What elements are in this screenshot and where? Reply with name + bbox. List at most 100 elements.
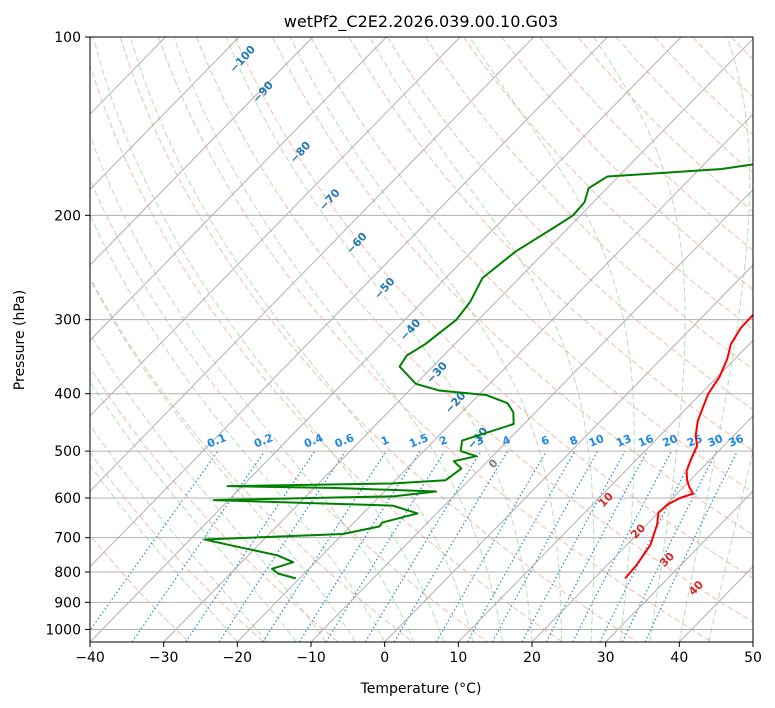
moist-adiabat-line (90, 278, 356, 642)
moist-adiabat-line (225, 37, 533, 642)
isotherm-line (90, 37, 461, 417)
x-tick-label: 50 (744, 650, 762, 666)
isotherm-line (236, 113, 753, 642)
mixing-ratio-line (621, 450, 718, 642)
plot-frame (89, 36, 754, 643)
mixing-ratio-line (466, 450, 576, 642)
moist-adiabat-line (129, 37, 474, 642)
mixing-ratio-line (521, 450, 626, 642)
y-tick-label: 200 (54, 208, 81, 224)
dry-adiabats (90, 37, 753, 642)
x-tick-label: 20 (523, 650, 541, 666)
x-axis-label: Temperature (°C) (360, 681, 482, 697)
dry-adiabat-line (463, 37, 753, 330)
mixing-ratio-label: 2 (438, 433, 450, 448)
isotherm-line (90, 37, 682, 642)
moist-adiabat-line (90, 464, 238, 642)
y-axis-ticks: 100 200 300 400 500 600 700 800 900 1000 (45, 30, 90, 638)
isotherm-line (90, 37, 387, 342)
isotherm-line (90, 37, 314, 266)
x-tick-label: 40 (670, 650, 688, 666)
mixing-ratio-label: 36 (727, 432, 746, 450)
dry-adiabat-line (90, 534, 190, 642)
mixing-ratio-label: 3 (474, 433, 486, 448)
y-tick-label: 900 (54, 595, 81, 611)
dry-adiabat-line (196, 37, 753, 623)
mixing-ratio-label: 1 (379, 433, 391, 448)
y-tick-label: 100 (54, 30, 81, 46)
y-tick-label: 400 (54, 387, 81, 403)
chart-title: wetPf2_C2E2.2026.039.00.10.G03 (284, 12, 558, 32)
moist-adiabat-line (369, 37, 595, 642)
dry-adiabat-line (425, 37, 753, 370)
mixing-ratio-label: 10 (587, 432, 606, 450)
y-tick-label: 300 (54, 313, 81, 329)
mixing-ratio-label: 13 (614, 432, 633, 450)
isotherm-line (457, 339, 753, 642)
moist-adiabat-line (289, 37, 562, 642)
moist-adiabats (90, 37, 753, 642)
moist-adiabat-line (90, 332, 327, 642)
x-tick-label: −20 (223, 650, 253, 666)
y-tick-label: 700 (54, 531, 81, 547)
mixing-ratio-line (262, 450, 387, 642)
moist-adiabat-line (90, 380, 297, 642)
dry-adiabat-line (577, 37, 753, 213)
dry-adiabat-line (234, 37, 753, 579)
x-tick-label: −30 (149, 650, 179, 666)
isotherm-line (90, 37, 240, 191)
y-tick-label: 600 (54, 491, 81, 507)
isotherm-line (605, 490, 753, 642)
x-axis-ticks: −40 −30 −20 −10 0 10 20 30 40 50 (75, 642, 762, 666)
isotherm-line (531, 415, 753, 642)
pressure-gridlines (90, 37, 753, 630)
moist-adiabat-line (469, 37, 635, 642)
sounding-series (203, 163, 753, 580)
isotherm-line (90, 37, 535, 492)
x-tick-label: 0 (380, 650, 389, 666)
dry-adiabat-line (119, 37, 638, 642)
mixing-ratio-line (131, 450, 266, 642)
mixing-ratio-line (298, 450, 421, 642)
x-tick-label: −40 (75, 650, 105, 666)
dry-adiabat-line (501, 37, 753, 291)
mixing-ratio-line (218, 450, 347, 642)
y-tick-label: 800 (54, 565, 81, 581)
moist-adiabat-line (678, 37, 751, 642)
dry-adiabat-line (90, 178, 488, 642)
dewpoint-profile-line (203, 163, 753, 580)
isotherm-line (310, 188, 753, 642)
dry-adiabat-line (157, 37, 712, 642)
moist-adiabat-line (173, 37, 504, 642)
dry-adiabat-line (90, 366, 339, 642)
y-tick-label: 1000 (45, 622, 81, 638)
mixing-ratio-label: 8 (568, 433, 580, 448)
mixing-ratio-label: 20 (661, 432, 680, 450)
dry-adiabat-line (90, 63, 563, 642)
dry-adiabat-line (615, 37, 753, 174)
moist-adiabat-line (92, 37, 445, 642)
moist-adiabat-line (593, 37, 686, 642)
isotherm-line (90, 37, 608, 568)
y-axis-label: Pressure (hPa) (12, 290, 28, 390)
mixing-ratio-lines (90, 450, 738, 642)
isotherm-line (384, 264, 753, 642)
mixing-ratio-line (364, 450, 482, 642)
temperature-profile-line (624, 313, 753, 580)
isotherms (90, 37, 753, 642)
x-tick-label: 30 (597, 650, 615, 666)
x-tick-label: −10 (296, 650, 326, 666)
y-tick-label: 500 (54, 444, 81, 460)
dry-adiabat-line (90, 276, 414, 642)
moist-adiabat-line (90, 424, 268, 642)
x-tick-label: 10 (449, 650, 467, 666)
mixing-ratio-line (599, 450, 697, 642)
dry-adiabat-line (272, 37, 753, 536)
mixing-ratio-line (90, 450, 219, 632)
mixing-ratio-label: 30 (706, 432, 725, 450)
mixing-ratio-line (185, 450, 316, 642)
dry-adiabat-line (386, 37, 753, 411)
mixing-ratio-label: 16 (636, 432, 655, 450)
